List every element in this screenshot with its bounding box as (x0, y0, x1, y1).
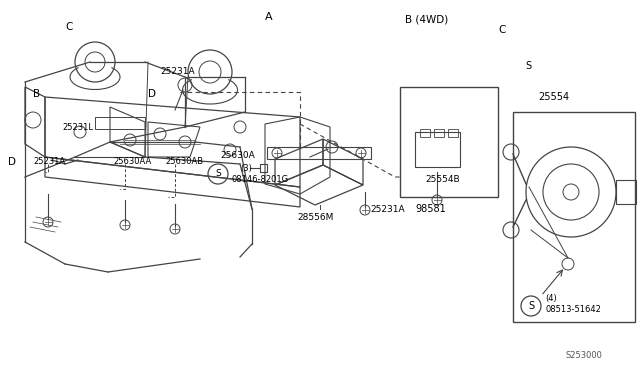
Text: S: S (215, 170, 221, 179)
Bar (434, 129, 444, 137)
Text: B: B (33, 89, 40, 99)
Text: C: C (65, 22, 72, 32)
Bar (616, 180, 636, 204)
Text: C: C (498, 25, 506, 35)
Text: S: S (528, 301, 534, 311)
Text: 28556M: 28556M (297, 212, 333, 221)
Text: B (4WD): B (4WD) (405, 15, 448, 25)
Text: D: D (8, 157, 16, 167)
Text: 25231L: 25231L (62, 122, 93, 131)
Text: S253000: S253000 (565, 352, 602, 360)
Text: 25630AB: 25630AB (165, 157, 203, 167)
Text: 25231A: 25231A (370, 205, 404, 215)
Text: 25554B: 25554B (425, 174, 460, 183)
Text: 25231A: 25231A (160, 67, 195, 77)
Bar (513, 112, 635, 322)
Text: 25554: 25554 (538, 92, 569, 102)
Text: 25630A: 25630A (220, 151, 255, 160)
Text: 98581: 98581 (415, 204, 445, 214)
Text: 25231A: 25231A (33, 157, 65, 167)
Bar (448, 129, 458, 137)
Bar (95, 117, 145, 129)
Text: 25630AA: 25630AA (113, 157, 151, 167)
Text: A: A (265, 12, 273, 22)
Bar (400, 87, 498, 197)
Bar (420, 129, 430, 137)
Text: 08146-8201G: 08146-8201G (232, 176, 289, 185)
Text: D: D (148, 89, 156, 99)
Text: 08513-51642: 08513-51642 (545, 305, 601, 314)
Text: (3): (3) (240, 164, 252, 173)
Text: S: S (525, 61, 531, 71)
Text: (4): (4) (545, 294, 557, 302)
